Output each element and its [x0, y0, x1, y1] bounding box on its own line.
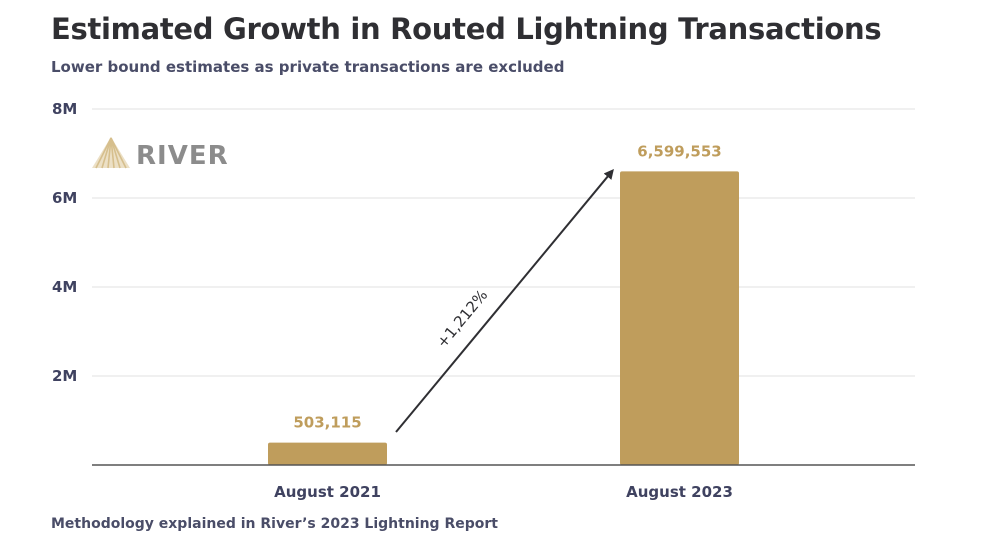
y-tick-label: 4M	[52, 278, 77, 296]
chart-subtitle: Lower bound estimates as private transac…	[51, 58, 565, 76]
methodology-note: Methodology explained in River’s 2023 Li…	[51, 516, 498, 532]
y-tick-label: 2M	[52, 367, 77, 385]
growth-annotation: +1,212%	[395, 169, 614, 433]
y-tick-label: 6M	[52, 189, 77, 207]
river-logo-text: RIVER	[136, 141, 229, 171]
chart-title: Estimated Growth in Routed Lightning Tra…	[51, 12, 882, 46]
river-logo-icon	[92, 137, 130, 169]
data-labels: 503,115 6,599,553	[293, 142, 721, 431]
gridlines	[92, 108, 915, 377]
growth-percent-label: +1,212%	[433, 286, 491, 351]
river-logo: RIVER	[92, 137, 229, 171]
growth-arrow	[395, 169, 614, 433]
y-axis: 2M 4M 6M 8M	[52, 100, 77, 385]
bar	[268, 442, 387, 465]
data-label: 503,115	[293, 414, 361, 432]
x-tick-label: August 2021	[274, 483, 381, 501]
bars	[268, 171, 739, 465]
x-axis: August 2021 August 2023	[274, 483, 733, 501]
y-tick-label: 8M	[52, 100, 77, 118]
bar	[620, 171, 739, 465]
data-label: 6,599,553	[637, 142, 721, 160]
x-tick-label: August 2023	[626, 483, 733, 501]
